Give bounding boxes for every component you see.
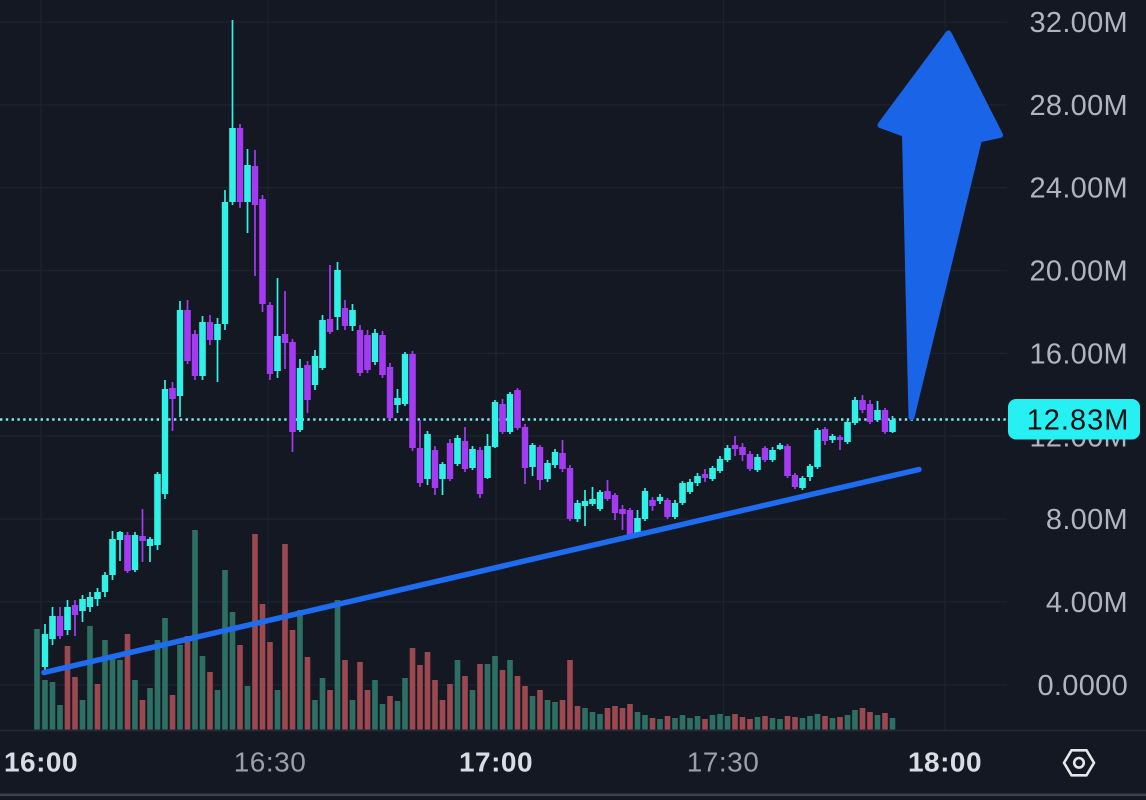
svg-text:20.00M: 20.00M: [1029, 256, 1128, 288]
svg-text:32.00M: 32.00M: [1029, 7, 1128, 39]
svg-text:24.00M: 24.00M: [1029, 173, 1128, 205]
svg-text:0.0000: 0.0000: [1038, 670, 1129, 702]
svg-text:4.00M: 4.00M: [1046, 587, 1128, 619]
svg-text:16:30: 16:30: [234, 747, 307, 778]
svg-text:16.00M: 16.00M: [1029, 338, 1128, 370]
svg-text:8.00M: 8.00M: [1046, 504, 1128, 536]
svg-text:12.83M: 12.83M: [1027, 405, 1130, 437]
svg-text:18:00: 18:00: [908, 747, 982, 778]
svg-text:28.00M: 28.00M: [1029, 90, 1128, 122]
svg-text:17:00: 17:00: [459, 747, 533, 778]
svg-text:17:30: 17:30: [687, 747, 760, 778]
svg-text:16:00: 16:00: [4, 747, 78, 778]
